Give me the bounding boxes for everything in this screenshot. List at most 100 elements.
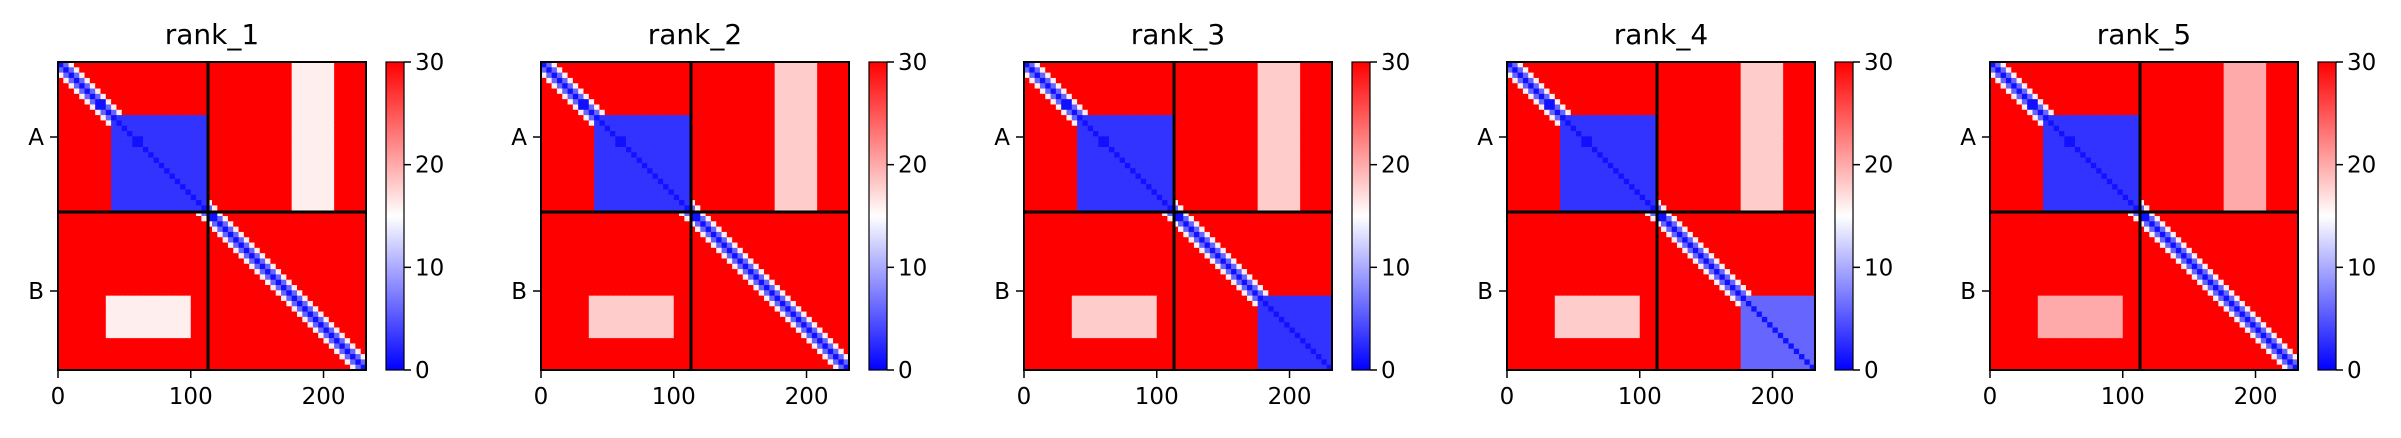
- heatmap-cell: [174, 279, 181, 286]
- heatmap-cell: [254, 226, 261, 233]
- heatmap-cell: [328, 200, 335, 206]
- heatmap-cell: [302, 316, 309, 323]
- heatmap-cell: [185, 338, 192, 345]
- heatmap-cell: [79, 168, 86, 175]
- heatmap-cell: [137, 178, 144, 185]
- heatmap-cell: [620, 173, 627, 180]
- heatmap-cell: [779, 125, 786, 132]
- heatmap-cell: [243, 62, 250, 68]
- heatmap-cell: [185, 311, 192, 318]
- heatmap-cell: [281, 104, 287, 111]
- heatmap-cell: [339, 231, 346, 238]
- heatmap-cell: [779, 104, 786, 111]
- heatmap-cell: [583, 184, 590, 191]
- heatmap-cell: [833, 200, 839, 206]
- heatmap-cell: [270, 290, 277, 297]
- heatmap-cell: [562, 131, 569, 137]
- heatmap-cell: [270, 115, 277, 122]
- heatmap-cell: [265, 253, 272, 260]
- heatmap-cell: [737, 168, 744, 175]
- heatmap-cell: [95, 189, 102, 196]
- heatmap-cell: [190, 189, 197, 196]
- heatmap-cell: [668, 88, 675, 95]
- heatmap-cell: [158, 327, 165, 334]
- heatmap-cell: [732, 62, 739, 68]
- heatmap-cell: [68, 146, 75, 153]
- heatmap-cell: [636, 115, 643, 122]
- heatmap-cell: [185, 125, 192, 132]
- heatmap-cell: [84, 253, 91, 260]
- heatmap-cell: [328, 359, 335, 366]
- heatmap-cell: [323, 216, 330, 222]
- heatmap-cell: [201, 311, 208, 318]
- heatmap-cell: [158, 253, 165, 260]
- heatmap-cell: [243, 125, 250, 132]
- heatmap-cell: [307, 104, 314, 111]
- heatmap-cell: [148, 109, 155, 116]
- heatmap-cell: [684, 194, 691, 201]
- heatmap-cell: [748, 131, 755, 137]
- heatmap-cell: [328, 178, 335, 185]
- heatmap-cell: [817, 136, 824, 143]
- heatmap-cell: [811, 72, 818, 79]
- heatmap-cell: [296, 77, 303, 84]
- heatmap-cell: [254, 327, 261, 334]
- heatmap-cell: [679, 194, 685, 201]
- heatmap-cell: [801, 62, 808, 68]
- heatmap-cell: [302, 109, 309, 116]
- heatmap-cell: [58, 194, 64, 201]
- heatmap-cell: [249, 189, 256, 196]
- heatmap-cell: [588, 99, 595, 106]
- heatmap-cell: [73, 295, 80, 302]
- heatmap-cell: [222, 152, 229, 159]
- heatmap-cell: [583, 62, 590, 68]
- heatmap-cell: [174, 258, 181, 265]
- heatmap-cell: [148, 311, 155, 318]
- panel-title: rank_2: [648, 18, 742, 51]
- heatmap-cell: [705, 200, 712, 206]
- heatmap-cell: [567, 77, 574, 84]
- heatmap-cell: [259, 162, 266, 169]
- heatmap-cell: [843, 77, 850, 84]
- heatmap-cell: [546, 205, 553, 212]
- heatmap-cell: [551, 115, 558, 122]
- heatmap-cell: [695, 157, 701, 164]
- heatmap-cell: [270, 348, 277, 355]
- heatmap-cell: [217, 120, 224, 127]
- heatmap-cell: [164, 99, 171, 106]
- heatmap-cell: [105, 316, 112, 323]
- heatmap-cell: [206, 157, 213, 164]
- heatmap-cell: [238, 200, 245, 206]
- heatmap-cell: [58, 83, 64, 90]
- heatmap-cell: [58, 311, 64, 318]
- heatmap-cell: [84, 316, 91, 323]
- heatmap-cell: [795, 104, 802, 111]
- heatmap-cell: [212, 83, 218, 90]
- heatmap-cell: [137, 120, 144, 127]
- heatmap-cell: [838, 77, 845, 84]
- heatmap-cell: [355, 322, 362, 329]
- heatmap-cell: [238, 67, 245, 74]
- heatmap-cell: [265, 83, 272, 90]
- heatmap-cell: [105, 274, 112, 281]
- heatmap-cell: [180, 104, 187, 111]
- heatmap-cell: [679, 178, 685, 185]
- heatmap-cell: [238, 226, 245, 233]
- heatmap-cell: [567, 141, 574, 148]
- heatmap-cell: [700, 109, 707, 116]
- heatmap-cell: [206, 173, 213, 180]
- heatmap-cell: [58, 104, 64, 111]
- heatmap-cell: [121, 237, 128, 244]
- heatmap-cell: [769, 88, 776, 95]
- heatmap-cell: [132, 348, 139, 355]
- heatmap-cell: [302, 343, 309, 350]
- heatmap-cell: [212, 93, 218, 100]
- heatmap-cell: [679, 62, 685, 68]
- heatmap-cell: [153, 354, 160, 360]
- heatmap-cell: [249, 152, 256, 159]
- heatmap-cell: [281, 258, 287, 265]
- heatmap-cell: [158, 131, 165, 137]
- heatmap-cell: [142, 157, 149, 164]
- heatmap-cell: [201, 184, 208, 191]
- heatmap-cell: [339, 93, 346, 100]
